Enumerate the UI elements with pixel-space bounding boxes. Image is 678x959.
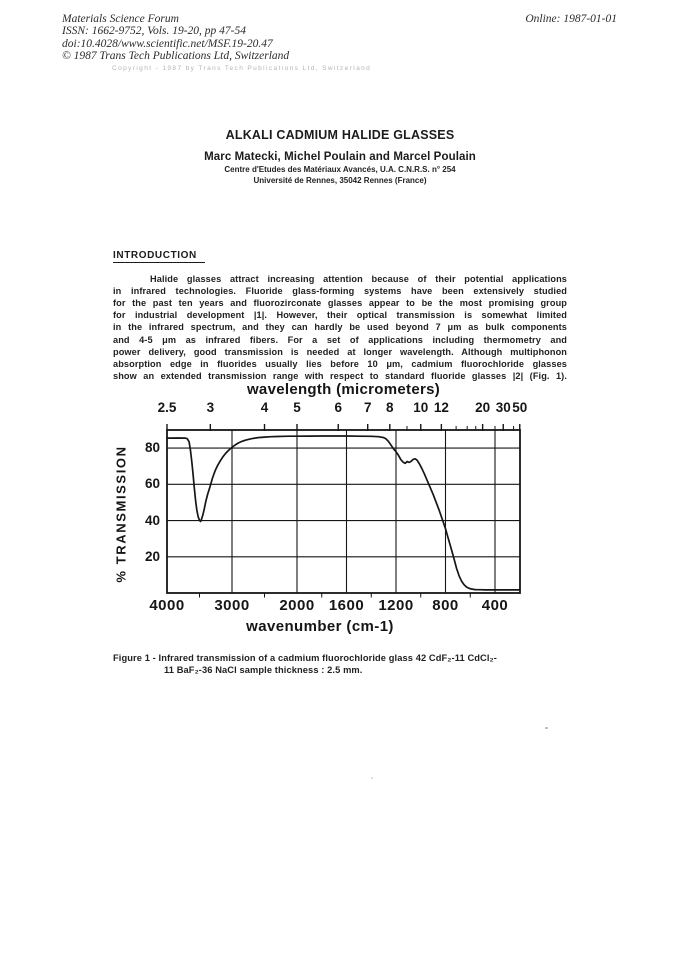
doi-line: doi:10.4028/www.scientific.net/MSF.19-20… (62, 37, 273, 50)
paragraph-line: power delivery, good transmission is nee… (113, 346, 567, 357)
paragraph-line: for the past ten years and fluorozircona… (113, 298, 567, 309)
wavelength-tick-label: 2.5 (157, 400, 177, 415)
authors-line: Marc Matecki, Michel Poulain and Marcel … (204, 151, 476, 163)
wavelength-tick-label: 12 (433, 400, 449, 415)
paragraph-line: and 4-5 μm as infrared fibers. For a set… (113, 334, 567, 345)
faint-copyright-line: Copyright - 1987 by Trans Tech Publicati… (112, 65, 372, 72)
paragraph-line: show an extended transmission range with… (113, 370, 567, 381)
transmission-tick-label: 80 (144, 440, 160, 456)
wavenumber-tick-label: 800 (432, 597, 459, 614)
plot-frame (166, 429, 521, 594)
top-axis-title: wavelength (micrometers) (246, 381, 441, 398)
transmission-tick-label: 20 (144, 548, 160, 564)
affiliation-line-2: Université de Rennes, 35042 Rennes (Fran… (253, 175, 427, 185)
journal-title: Materials Science Forum (62, 13, 179, 25)
bottom-axis-title: wavenumber (cm-1) (246, 618, 394, 635)
wavenumber-tick-label: 4000 (149, 597, 185, 614)
introduction-paragraph: Halide glasses attract increasing attent… (113, 273, 567, 382)
wavelength-tick-label: 6 (334, 400, 342, 415)
transmission-tick-label: 40 (144, 512, 160, 528)
wavelength-tick-label: 20 (475, 400, 491, 415)
figure-caption-line-1: Figure 1 - Infrared transmission of a ca… (113, 653, 497, 663)
section-heading-introduction: INTRODUCTION (113, 250, 205, 263)
online-date: Online: 1987-01-01 (525, 13, 617, 25)
paragraph-line: for industrial development |1|. However,… (113, 310, 567, 321)
journal-header: Materials Science Forum ISSN: 1662-9752,… (62, 13, 289, 62)
wavelength-tick-label: 5 (293, 400, 301, 415)
wavelength-tick-label: 30 (495, 400, 511, 415)
wavelength-tick-label: 10 (413, 400, 429, 415)
wavenumber-tick-label: 3000 (214, 597, 250, 614)
paragraph-line: absorption edge in fluorides usually lie… (113, 358, 567, 369)
scan-speck (371, 777, 373, 779)
wavenumber-tick-label: 1600 (328, 597, 365, 614)
issn-line: ISSN: 1662-9752, Vols. 19-20, pp 47-54 (62, 25, 246, 38)
scan-speck (545, 727, 548, 729)
wavenumber-tick-label: 400 (481, 597, 509, 614)
figure-caption-line-2: 11 BaF₂-36 NaCl sample thickness : 2.5 m… (164, 665, 363, 675)
wavelength-tick-label: 4 (260, 400, 269, 415)
transmission-curve (166, 435, 521, 591)
affiliation-line-1: Centre d'Etudes des Matériaux Avancés, U… (224, 165, 456, 174)
paragraph-line: Halide glasses attract increasing attent… (150, 274, 567, 284)
copyright-line: © 1987 Trans Tech Publications Ltd, Swit… (62, 49, 290, 62)
wavelength-tick-label: 50 (512, 400, 528, 415)
wavelength-tick-label: 8 (386, 400, 394, 415)
wavelength-tick-label: 3 (206, 400, 215, 415)
paragraph-line: in infrared technologies. Fluoride glass… (113, 286, 567, 297)
paragraph-line: in the infrared spectrum, and they can h… (113, 322, 567, 333)
wavelength-tick-label: 7 (363, 400, 372, 415)
transmission-tick-label: 60 (144, 476, 160, 492)
wavenumber-tick-label: 1200 (378, 597, 414, 614)
wavenumber-tick-label: 2000 (279, 597, 315, 614)
paper-title: ALKALI CADMIUM HALIDE GLASSES (225, 128, 455, 142)
